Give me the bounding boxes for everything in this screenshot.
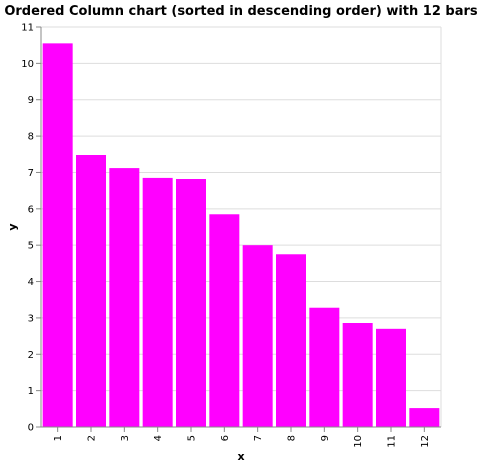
bar xyxy=(42,43,73,427)
bar xyxy=(142,177,173,427)
y-tick-label: 7 xyxy=(28,168,34,179)
x-tick-label: 9 xyxy=(320,435,331,441)
bar xyxy=(342,323,373,427)
bar xyxy=(76,155,106,427)
bar xyxy=(276,254,306,427)
grid-lines xyxy=(41,26,442,428)
x-tick-label: 6 xyxy=(220,435,231,441)
x-tick-label: 3 xyxy=(120,435,131,441)
bars xyxy=(42,43,440,427)
y-tick-label: 3 xyxy=(28,313,34,324)
x-tick-label: 7 xyxy=(253,435,264,441)
x-tick-label: 5 xyxy=(187,435,198,441)
y-tick-label: 2 xyxy=(28,350,34,361)
y-tick-label: 4 xyxy=(28,277,34,288)
bar xyxy=(409,408,440,427)
x-tick-label: 1 xyxy=(53,435,64,441)
x-tick-label: 2 xyxy=(87,435,98,441)
y-tick-label: 8 xyxy=(28,132,34,143)
y-tick-label: 6 xyxy=(28,204,34,215)
y-tick-label: 5 xyxy=(28,241,34,252)
x-tick-label: 11 xyxy=(387,435,398,448)
x-tick-label: 8 xyxy=(287,435,298,441)
chart-title: Ordered Column chart (sorted in descendi… xyxy=(4,4,478,19)
y-tick-label: 9 xyxy=(28,95,34,106)
bar xyxy=(309,307,340,427)
bar xyxy=(242,245,273,427)
x-axis-label: x xyxy=(237,450,244,463)
y-axis-label: y xyxy=(6,223,19,230)
y-tick-label: 11 xyxy=(21,23,34,34)
bar xyxy=(209,214,240,427)
y-tick-label: 0 xyxy=(28,423,34,434)
y-tick-label: 10 xyxy=(21,59,34,70)
bar xyxy=(376,328,406,427)
bar xyxy=(176,179,206,427)
y-tick-label: 1 xyxy=(28,386,34,397)
x-tick-label: 4 xyxy=(153,435,164,441)
x-tick-label: 12 xyxy=(420,435,431,448)
bar xyxy=(109,168,140,427)
x-tick-label: 10 xyxy=(353,435,364,448)
